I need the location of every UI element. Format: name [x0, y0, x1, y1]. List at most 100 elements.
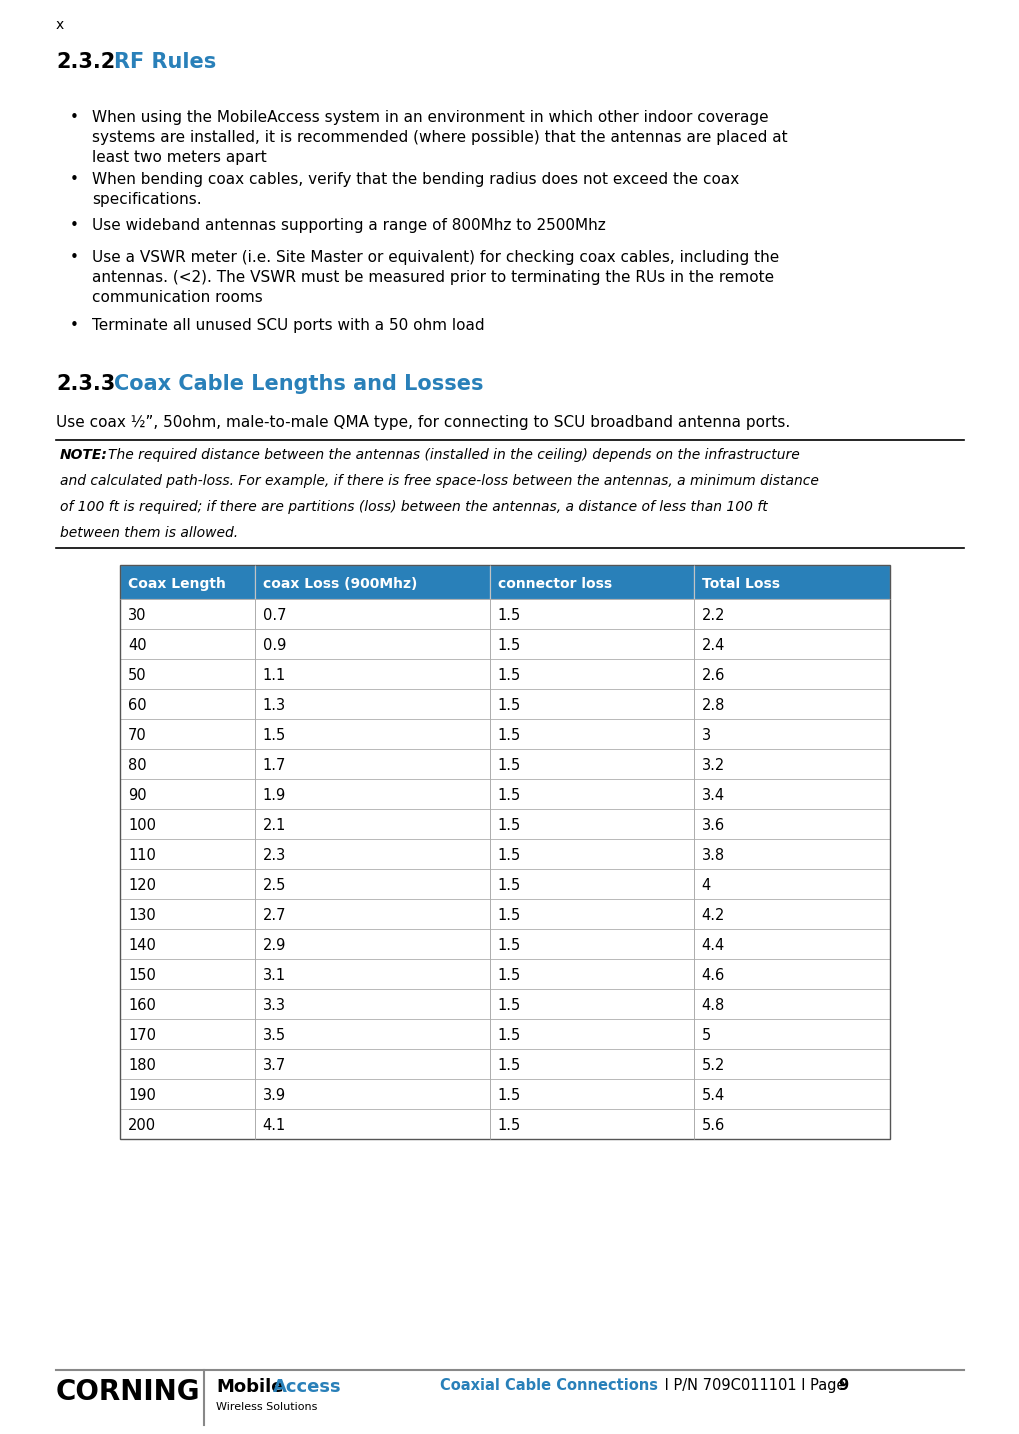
Text: Terminate all unused SCU ports with a 50 ohm load: Terminate all unused SCU ports with a 50… — [92, 318, 484, 333]
Bar — [120, 660, 255, 688]
Text: 1.5: 1.5 — [497, 608, 521, 624]
Text: 1.5: 1.5 — [497, 1058, 521, 1074]
Text: 3.6: 3.6 — [701, 819, 725, 833]
Bar — [255, 565, 489, 599]
Bar — [489, 1050, 693, 1078]
Bar — [489, 718, 693, 749]
Bar — [120, 929, 255, 959]
Text: Total Loss: Total Loss — [701, 576, 779, 591]
Text: 100: 100 — [127, 819, 156, 833]
Text: 2.3.2: 2.3.2 — [56, 52, 115, 72]
Text: 1.5: 1.5 — [497, 759, 521, 773]
Text: 140: 140 — [127, 938, 156, 954]
Text: 3.4: 3.4 — [701, 789, 725, 803]
Text: Access: Access — [273, 1378, 341, 1397]
Bar — [255, 599, 489, 630]
Text: 110: 110 — [127, 849, 156, 863]
Bar — [120, 959, 255, 989]
Bar — [489, 899, 693, 929]
Text: Coaxial Cable Connections: Coaxial Cable Connections — [439, 1378, 657, 1392]
Text: •: • — [70, 218, 78, 232]
Bar — [255, 749, 489, 779]
Text: NOTE:: NOTE: — [60, 447, 108, 462]
Bar — [489, 869, 693, 899]
Text: 4.2: 4.2 — [701, 909, 725, 923]
Text: between them is allowed.: between them is allowed. — [60, 526, 237, 541]
Text: 2.1: 2.1 — [263, 819, 286, 833]
Text: 1.1: 1.1 — [263, 668, 285, 684]
Text: 5.4: 5.4 — [701, 1088, 725, 1104]
Bar — [120, 599, 255, 630]
Text: 4.1: 4.1 — [263, 1119, 285, 1133]
Bar — [120, 718, 255, 749]
Text: 3.8: 3.8 — [701, 849, 725, 863]
Bar — [489, 599, 693, 630]
Bar — [693, 630, 890, 660]
Text: 2.3.3: 2.3.3 — [56, 374, 115, 394]
Text: x: x — [56, 19, 64, 32]
Text: Wireless Solutions: Wireless Solutions — [216, 1402, 317, 1412]
Text: 1.5: 1.5 — [497, 938, 521, 954]
Bar — [255, 630, 489, 660]
Bar — [489, 660, 693, 688]
Bar — [120, 899, 255, 929]
Bar — [255, 839, 489, 869]
Bar — [255, 688, 489, 718]
Bar — [693, 718, 890, 749]
Bar — [255, 779, 489, 809]
Bar — [255, 809, 489, 839]
Bar — [255, 718, 489, 749]
Bar — [693, 1078, 890, 1108]
Text: 3.3: 3.3 — [263, 998, 285, 1014]
Bar — [120, 779, 255, 809]
Text: Use wideband antennas supporting a range of 800Mhz to 2500Mhz: Use wideband antennas supporting a range… — [92, 218, 605, 232]
Text: 40: 40 — [127, 638, 147, 654]
Bar — [489, 1108, 693, 1139]
Bar — [489, 630, 693, 660]
Bar — [489, 959, 693, 989]
Bar — [489, 1020, 693, 1050]
Text: 1.3: 1.3 — [263, 698, 285, 714]
Text: 2.8: 2.8 — [701, 698, 725, 714]
Bar — [120, 565, 890, 1139]
Text: •: • — [70, 172, 78, 186]
Bar — [693, 899, 890, 929]
Bar — [255, 1050, 489, 1078]
Bar — [255, 989, 489, 1020]
Text: 3.7: 3.7 — [263, 1058, 285, 1074]
Bar — [693, 688, 890, 718]
Text: 3.9: 3.9 — [263, 1088, 285, 1104]
Text: 150: 150 — [127, 968, 156, 984]
Text: 5: 5 — [701, 1028, 710, 1044]
Bar — [693, 660, 890, 688]
Bar — [255, 660, 489, 688]
Text: 80: 80 — [127, 759, 147, 773]
Bar — [693, 1108, 890, 1139]
Text: 3.5: 3.5 — [263, 1028, 285, 1044]
Bar — [489, 839, 693, 869]
Bar — [120, 809, 255, 839]
Text: 2.7: 2.7 — [263, 909, 286, 923]
Text: 1.5: 1.5 — [497, 789, 521, 803]
Bar — [120, 839, 255, 869]
Text: 180: 180 — [127, 1058, 156, 1074]
Bar — [255, 959, 489, 989]
Text: 0.9: 0.9 — [263, 638, 286, 654]
Text: 1.5: 1.5 — [497, 668, 521, 684]
Text: 60: 60 — [127, 698, 147, 714]
Bar — [120, 1108, 255, 1139]
Text: Coax Length: Coax Length — [127, 576, 225, 591]
Text: 2.2: 2.2 — [701, 608, 725, 624]
Bar — [120, 630, 255, 660]
Text: RF Rules: RF Rules — [114, 52, 216, 72]
Bar — [120, 688, 255, 718]
Text: 1.5: 1.5 — [497, 998, 521, 1014]
Text: •: • — [70, 250, 78, 265]
Bar — [489, 688, 693, 718]
Text: 2.3: 2.3 — [263, 849, 285, 863]
Bar — [693, 779, 890, 809]
Bar — [489, 929, 693, 959]
Bar — [255, 1020, 489, 1050]
Bar — [693, 749, 890, 779]
Bar — [693, 869, 890, 899]
